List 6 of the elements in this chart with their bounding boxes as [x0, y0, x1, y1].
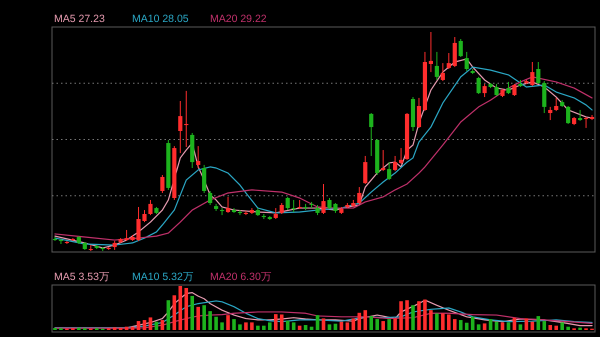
legend: MA20 29.22 — [210, 13, 267, 25]
legend: MA5 3.53万 — [54, 271, 110, 283]
legend: MA10 5.32万 — [132, 271, 194, 283]
legend: MA20 6.30万 — [210, 271, 272, 283]
legend: MA10 28.05 — [132, 13, 189, 25]
legend: MA5 27.23 — [54, 13, 105, 25]
